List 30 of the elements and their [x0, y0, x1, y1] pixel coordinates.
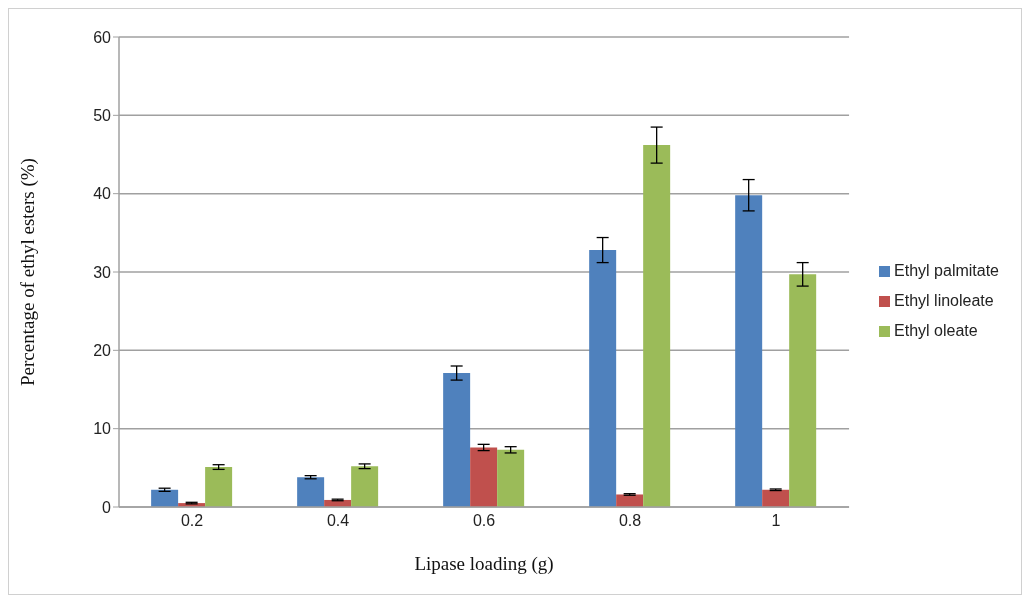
x-tick-label: 1	[771, 512, 781, 530]
y-tick-label: 10	[93, 420, 112, 438]
bar	[443, 373, 471, 507]
x-axis-title: Lipase loading (g)	[414, 553, 554, 575]
bar	[205, 467, 233, 507]
bar	[297, 477, 325, 507]
y-tick-label: 0	[102, 498, 112, 516]
y-axis-title: Percentage of ethyl esters (%)	[16, 158, 39, 386]
bar	[616, 494, 644, 507]
x-tick-label: 0.8	[618, 512, 642, 530]
bar	[789, 274, 817, 507]
legend-label: Ethyl palmitate	[894, 261, 999, 279]
bar	[589, 250, 617, 507]
bar	[735, 195, 763, 507]
bar	[351, 466, 379, 507]
x-tick-label: 0.6	[472, 512, 496, 530]
y-tick-label: 50	[93, 107, 112, 125]
y-tick-label: 30	[93, 263, 112, 281]
bar	[151, 489, 179, 507]
bar	[643, 145, 671, 507]
y-tick-label: 60	[93, 28, 112, 46]
bar	[470, 447, 498, 507]
y-tick-label: 20	[93, 342, 112, 360]
legend-label: Ethyl oleate	[894, 321, 978, 339]
legend-label: Ethyl linoleate	[894, 291, 994, 309]
y-tick-label: 40	[93, 185, 112, 203]
bar	[762, 489, 790, 507]
x-tick-label: 0.2	[180, 512, 204, 530]
x-tick-label: 0.4	[326, 512, 350, 530]
bar	[497, 449, 525, 507]
